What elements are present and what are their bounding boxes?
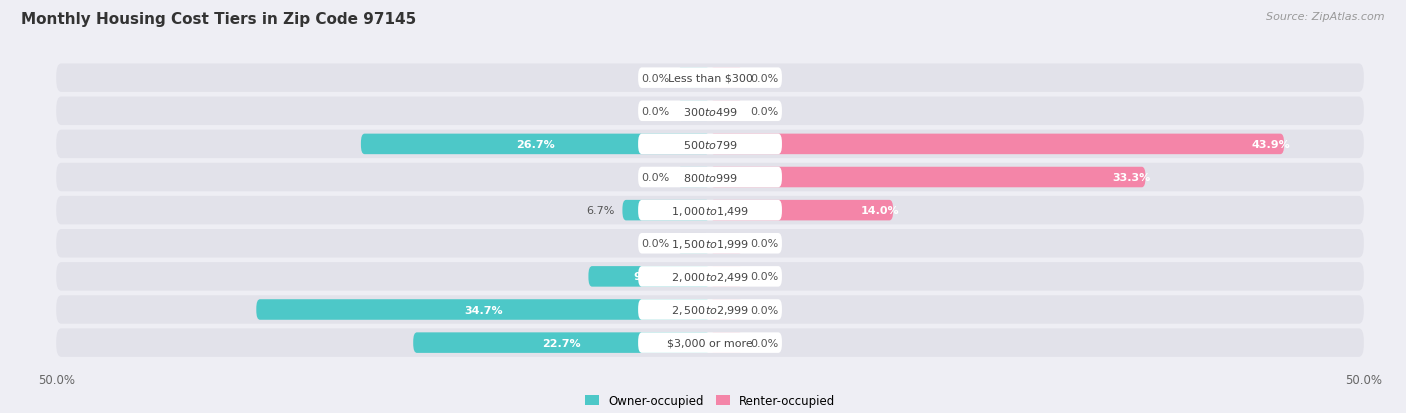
Text: $500 to $799: $500 to $799 — [682, 139, 738, 150]
FancyBboxPatch shape — [678, 101, 710, 122]
FancyBboxPatch shape — [678, 233, 710, 254]
FancyBboxPatch shape — [56, 97, 1364, 126]
FancyBboxPatch shape — [638, 233, 782, 254]
Text: $2,500 to $2,999: $2,500 to $2,999 — [671, 303, 749, 316]
FancyBboxPatch shape — [710, 266, 742, 287]
FancyBboxPatch shape — [638, 299, 782, 320]
FancyBboxPatch shape — [638, 101, 782, 122]
FancyBboxPatch shape — [678, 68, 710, 89]
FancyBboxPatch shape — [638, 167, 782, 188]
FancyBboxPatch shape — [56, 164, 1364, 192]
FancyBboxPatch shape — [638, 200, 782, 221]
FancyBboxPatch shape — [710, 332, 742, 353]
Text: 0.0%: 0.0% — [641, 173, 669, 183]
Text: $300 to $499: $300 to $499 — [682, 106, 738, 117]
Text: 14.0%: 14.0% — [860, 206, 898, 216]
Text: 33.3%: 33.3% — [1112, 173, 1152, 183]
FancyBboxPatch shape — [413, 332, 710, 353]
FancyBboxPatch shape — [56, 329, 1364, 357]
Text: 6.7%: 6.7% — [586, 206, 614, 216]
Text: 0.0%: 0.0% — [641, 74, 669, 83]
FancyBboxPatch shape — [589, 266, 710, 287]
FancyBboxPatch shape — [710, 233, 742, 254]
Text: Less than $300: Less than $300 — [668, 74, 752, 83]
FancyBboxPatch shape — [710, 68, 742, 89]
Text: 0.0%: 0.0% — [751, 305, 779, 315]
FancyBboxPatch shape — [710, 299, 742, 320]
Text: 43.9%: 43.9% — [1251, 140, 1291, 150]
Text: $3,000 or more: $3,000 or more — [668, 338, 752, 348]
Text: $800 to $999: $800 to $999 — [682, 172, 738, 183]
Text: 34.7%: 34.7% — [464, 305, 502, 315]
Text: 26.7%: 26.7% — [516, 140, 555, 150]
FancyBboxPatch shape — [56, 296, 1364, 324]
Text: $2,000 to $2,499: $2,000 to $2,499 — [671, 270, 749, 283]
Text: 9.3%: 9.3% — [634, 272, 665, 282]
FancyBboxPatch shape — [710, 134, 1284, 155]
FancyBboxPatch shape — [361, 134, 710, 155]
Text: 0.0%: 0.0% — [641, 239, 669, 249]
Text: 0.0%: 0.0% — [751, 74, 779, 83]
Text: 0.0%: 0.0% — [751, 338, 779, 348]
FancyBboxPatch shape — [638, 266, 782, 287]
Text: 22.7%: 22.7% — [543, 338, 581, 348]
Text: 0.0%: 0.0% — [751, 239, 779, 249]
Text: $1,000 to $1,499: $1,000 to $1,499 — [671, 204, 749, 217]
FancyBboxPatch shape — [56, 131, 1364, 159]
FancyBboxPatch shape — [710, 200, 893, 221]
Text: 0.0%: 0.0% — [641, 107, 669, 116]
FancyBboxPatch shape — [710, 167, 1146, 188]
Text: Monthly Housing Cost Tiers in Zip Code 97145: Monthly Housing Cost Tiers in Zip Code 9… — [21, 12, 416, 27]
FancyBboxPatch shape — [678, 167, 710, 188]
Text: Source: ZipAtlas.com: Source: ZipAtlas.com — [1267, 12, 1385, 22]
FancyBboxPatch shape — [638, 68, 782, 89]
FancyBboxPatch shape — [56, 64, 1364, 93]
FancyBboxPatch shape — [710, 101, 742, 122]
FancyBboxPatch shape — [638, 134, 782, 155]
FancyBboxPatch shape — [56, 197, 1364, 225]
FancyBboxPatch shape — [623, 200, 710, 221]
FancyBboxPatch shape — [256, 299, 710, 320]
FancyBboxPatch shape — [56, 230, 1364, 258]
Text: 0.0%: 0.0% — [751, 272, 779, 282]
Text: 0.0%: 0.0% — [751, 107, 779, 116]
FancyBboxPatch shape — [56, 263, 1364, 291]
FancyBboxPatch shape — [638, 332, 782, 353]
Legend: Owner-occupied, Renter-occupied: Owner-occupied, Renter-occupied — [579, 389, 841, 412]
Text: $1,500 to $1,999: $1,500 to $1,999 — [671, 237, 749, 250]
